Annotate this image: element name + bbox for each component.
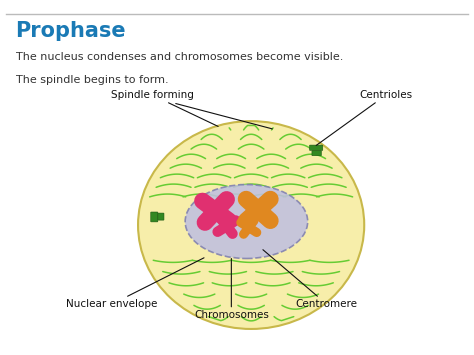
Text: The nucleus condenses and chromosomes become visible.: The nucleus condenses and chromosomes be… (16, 53, 343, 62)
Text: Spindle forming: Spindle forming (111, 90, 218, 126)
Text: Prophase: Prophase (16, 21, 126, 41)
Ellipse shape (185, 185, 308, 258)
Text: The spindle begins to form.: The spindle begins to form. (16, 75, 168, 85)
FancyBboxPatch shape (151, 212, 158, 222)
Text: Chromosomes: Chromosomes (194, 258, 269, 320)
Text: Nuclear envelope: Nuclear envelope (66, 258, 204, 309)
FancyBboxPatch shape (312, 151, 321, 155)
FancyBboxPatch shape (158, 213, 164, 220)
Ellipse shape (138, 121, 364, 329)
FancyBboxPatch shape (310, 145, 323, 151)
Text: Centromere: Centromere (263, 250, 357, 309)
Text: Centrioles: Centrioles (316, 90, 413, 146)
